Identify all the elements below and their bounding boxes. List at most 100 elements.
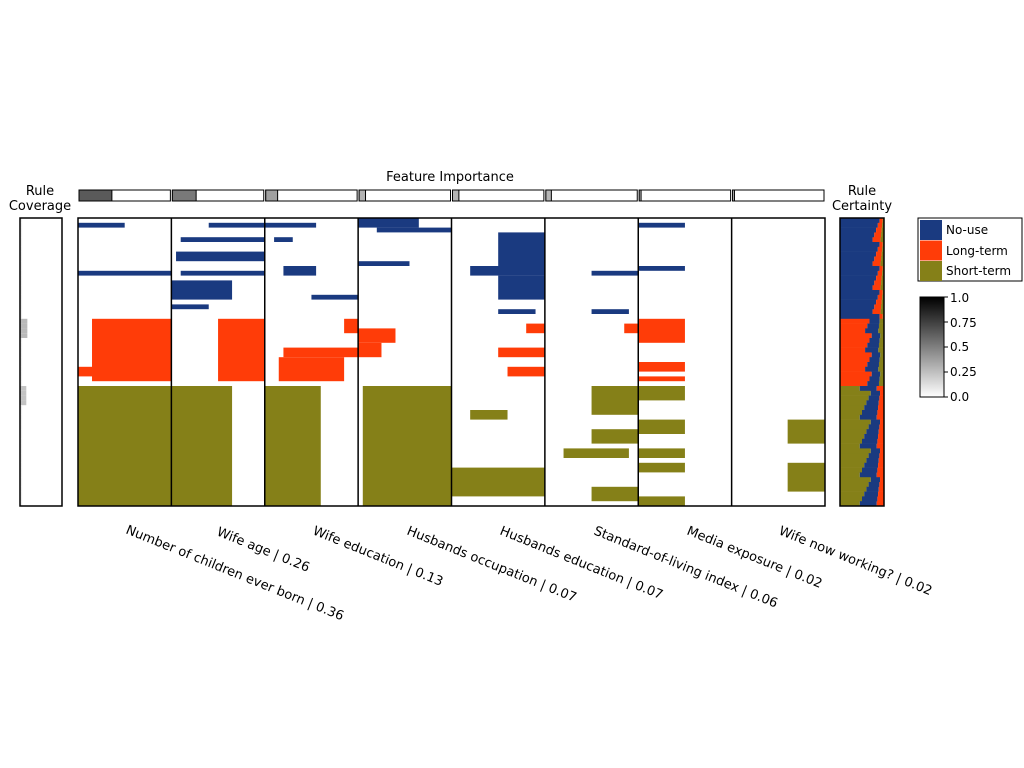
importance-bar: [265, 189, 279, 202]
rule-segment-short-term: [264, 386, 321, 506]
certainty-segment: [840, 256, 875, 262]
rule-coverage-label-line2: Coverage: [9, 199, 71, 214]
certainty-segment: [862, 438, 878, 444]
certainty-segment: [840, 304, 875, 310]
certainty-segment: [840, 414, 860, 420]
rule-segment-no-use: [171, 280, 233, 300]
certainty-segment: [871, 333, 881, 339]
rule-segment-short-term: [362, 386, 452, 506]
certainty-segment: [880, 352, 884, 358]
coverage-bar: [20, 222, 23, 228]
coverage-bar: [20, 275, 23, 281]
rule-certainty-label-line2: Certainty: [832, 199, 892, 214]
rule-segment-no-use: [264, 222, 317, 228]
certainty-frame: [839, 217, 885, 507]
certainty-segment: [840, 438, 862, 444]
coverage-bar: [20, 496, 23, 502]
certainty-segment: [840, 237, 873, 243]
coverage-bar: [20, 429, 23, 434]
certainty-segment: [840, 338, 870, 344]
coverage-bar: [20, 280, 23, 286]
coverage-bar: [20, 232, 23, 238]
certainty-segment: [869, 376, 880, 382]
rule-segment-short-term: [638, 496, 685, 506]
rule-matrix: [77, 217, 826, 507]
certainty-segment: [869, 357, 880, 363]
certainty-segment: [870, 477, 881, 483]
rule-segment-no-use: [498, 232, 545, 266]
certainty-segment: [840, 294, 878, 300]
certainty-segment: [878, 347, 884, 353]
rule-segment-no-use: [358, 261, 410, 266]
certainty-segment: [862, 410, 878, 416]
importance-bar-frame: [265, 189, 358, 202]
certainty-segment: [840, 266, 880, 272]
certainty-segment: [867, 323, 879, 329]
rule-segment-no-use: [176, 251, 265, 262]
certainty-segment: [882, 222, 884, 228]
certainty-segment: [840, 501, 860, 507]
rule-segment-no-use: [78, 222, 125, 228]
certainty-segment: [881, 275, 884, 281]
rule-segment-short-term: [787, 419, 825, 444]
rule-certainty-label-line1: Rule: [848, 184, 876, 199]
coverage-bar: [20, 328, 28, 334]
certainty-segment: [840, 362, 868, 368]
rule-segment-short-term: [78, 386, 172, 506]
rule-segment-short-term: [591, 486, 639, 502]
coverage-bar: [20, 309, 23, 314]
certainty-segment: [878, 342, 884, 348]
certainty-segment: [878, 491, 884, 497]
certainty-segment: [876, 275, 882, 281]
feature-label-husbands-education: Husbands education | 0.07: [498, 524, 665, 603]
certainty-segment: [874, 280, 882, 286]
certainty-segment: [868, 395, 880, 401]
colorbar-tick-label: 1.0: [950, 291, 969, 305]
rule-segment-long-term: [78, 366, 93, 377]
coverage-bar: [20, 294, 23, 300]
certainty-segment: [840, 400, 867, 406]
rule-segment-no-use: [638, 222, 685, 228]
certainty-segment: [874, 304, 882, 310]
rule-segment-no-use: [358, 218, 419, 228]
certainty-segment: [878, 323, 884, 329]
coverage-bar: [20, 270, 23, 276]
rule-segment-long-term: [278, 357, 345, 382]
certainty-segment: [840, 491, 865, 497]
colorbar-tick-label: 0.0: [950, 390, 969, 404]
rule-segment-short-term: [638, 386, 685, 401]
coverage-bar: [20, 323, 28, 329]
certainty-segment: [876, 472, 884, 478]
importance-bar: [358, 189, 367, 202]
certainty-segment: [872, 237, 881, 243]
certainty-segment: [840, 371, 872, 377]
certainty-segment: [881, 251, 884, 257]
certainty-segment: [864, 405, 879, 411]
coverage-bar: [20, 419, 23, 425]
coverage-bar: [20, 290, 23, 295]
certainty-segment: [880, 285, 884, 291]
certainty-segment: [862, 467, 878, 473]
feature-importance-bars: [78, 189, 825, 202]
certainty-segment: [840, 467, 862, 473]
coverage-bar: [20, 333, 28, 338]
certainty-segment: [840, 419, 871, 425]
rule-segment-short-term: [563, 448, 629, 458]
certainty-segment: [878, 400, 884, 406]
certainty-segment: [840, 285, 873, 291]
coverage-bar: [20, 299, 23, 305]
rule-segment-no-use: [376, 227, 452, 233]
importance-bar-frame: [452, 189, 545, 202]
certainty-segment: [878, 405, 884, 411]
certainty-segment: [840, 318, 870, 324]
coverage-bar: [20, 352, 23, 358]
rule-segment-no-use: [78, 270, 172, 276]
rule-segment-no-use: [591, 270, 639, 276]
certainty-segment: [859, 386, 877, 392]
coverage-bar: [20, 462, 23, 468]
certainty-segment: [881, 280, 884, 286]
coverage-bar: [20, 467, 23, 473]
certainty-segment: [840, 376, 870, 382]
certainty-segment: [866, 486, 879, 492]
certainty-segment: [878, 486, 884, 492]
